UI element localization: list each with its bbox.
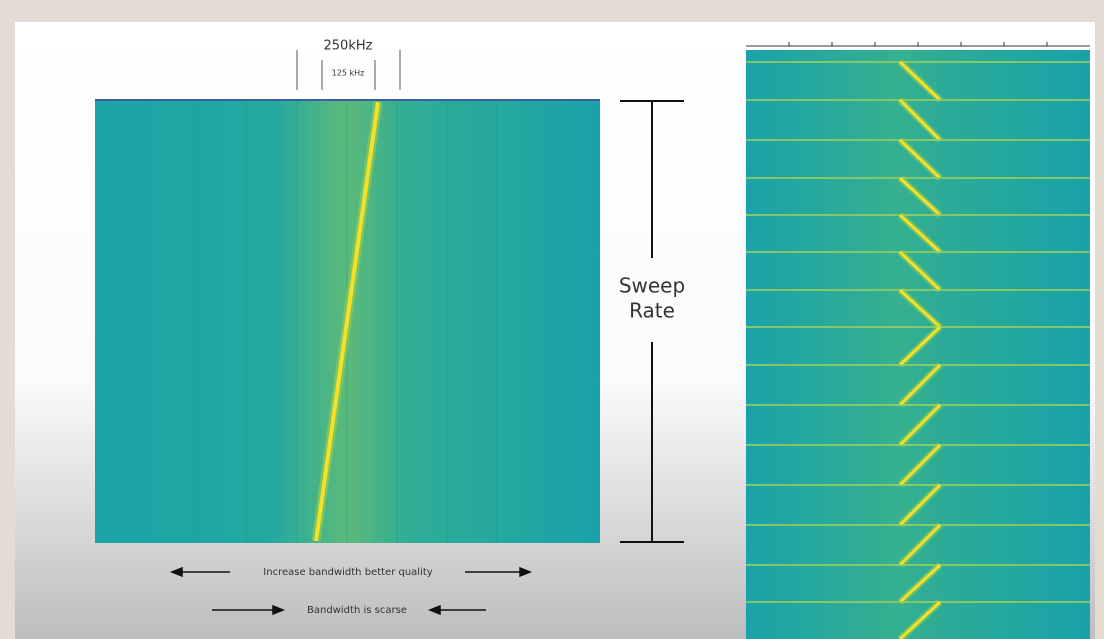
chirp bbox=[898, 213, 942, 254]
rate-label: Rate bbox=[629, 299, 675, 323]
sweep-rate-bracket bbox=[620, 100, 684, 543]
sweep-label: Sweep bbox=[619, 274, 685, 298]
chirp bbox=[898, 443, 942, 487]
chirp bbox=[898, 523, 942, 567]
chirp bbox=[898, 563, 942, 604]
chirp bbox=[898, 325, 942, 367]
right-axis bbox=[746, 42, 1090, 47]
caption-arrows bbox=[169, 566, 533, 616]
bandwidth-outer-label: 250kHz bbox=[324, 39, 373, 54]
caption-bottom: Bandwidth is scarse bbox=[307, 605, 407, 616]
chirp bbox=[898, 483, 942, 527]
chirp bbox=[898, 363, 942, 407]
caption-top: Increase bandwidth better quality bbox=[263, 567, 432, 578]
right-chirps bbox=[746, 59, 1090, 639]
chirp bbox=[898, 288, 942, 329]
chirp bbox=[898, 176, 942, 217]
chirp bbox=[898, 600, 942, 639]
chirp bbox=[898, 60, 942, 102]
chirp bbox=[898, 98, 942, 142]
bandwidth-markers bbox=[296, 50, 401, 90]
bandwidth-inner-label: 125 kHz bbox=[332, 69, 365, 78]
chirp bbox=[314, 101, 380, 542]
chirp bbox=[898, 250, 942, 292]
spectrogram-grid bbox=[146, 100, 548, 543]
chirp bbox=[898, 403, 942, 447]
chirp bbox=[898, 138, 942, 180]
